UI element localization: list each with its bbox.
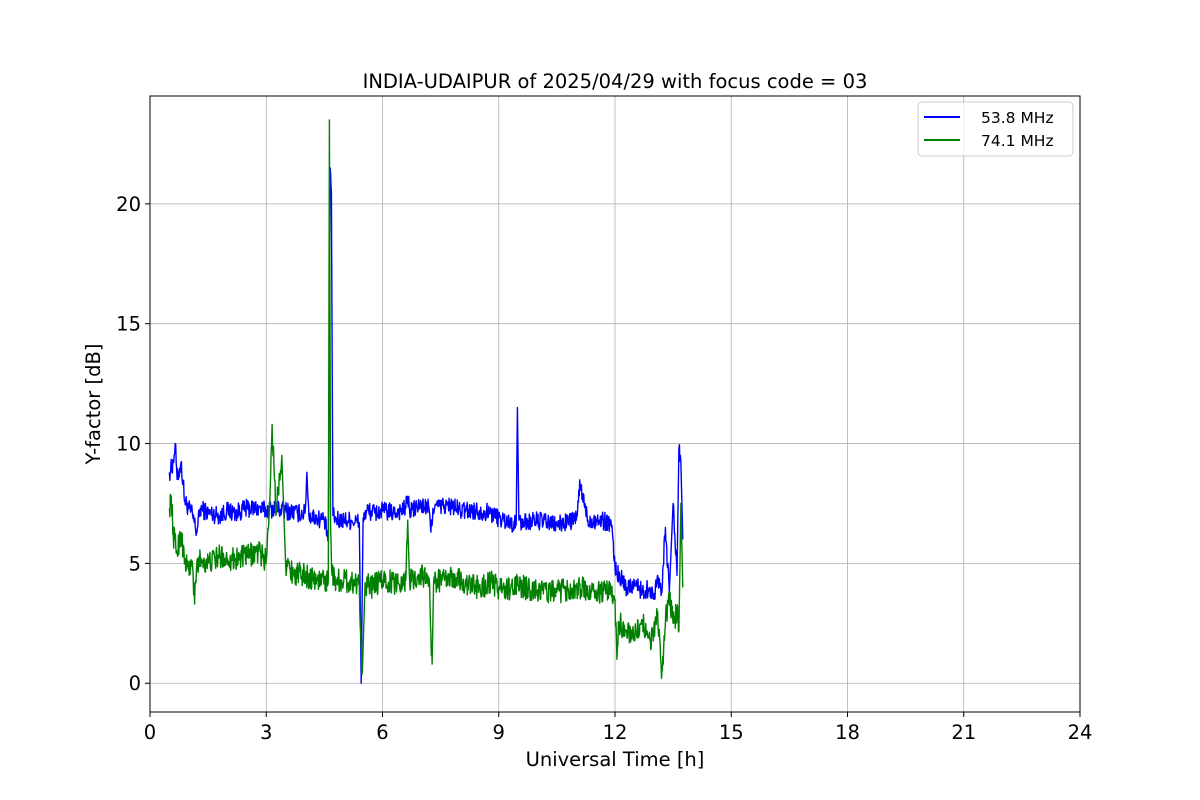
legend: 53.8 MHz 74.1 MHz bbox=[917, 101, 1074, 157]
series-line-53-8-mhz bbox=[168, 167, 684, 684]
legend-label-74-1-mhz: 74.1 MHz bbox=[981, 132, 1054, 150]
y-tick-label-0: 0 bbox=[129, 672, 141, 695]
x-tick-label-21: 21 bbox=[951, 721, 976, 744]
legend-box bbox=[917, 101, 1074, 157]
series-line-74-1-mhz bbox=[168, 119, 684, 680]
chart-title: INDIA-UDAIPUR of 2025/04/29 with focus c… bbox=[363, 70, 868, 93]
y-tick-label-20: 20 bbox=[116, 193, 141, 216]
y-tick-label-15: 15 bbox=[116, 313, 141, 336]
x-tick-label-3: 3 bbox=[260, 721, 272, 744]
x-tick-label-18: 18 bbox=[835, 721, 860, 744]
y-tick-label-10: 10 bbox=[116, 433, 141, 456]
legend-label-53-8-mhz: 53.8 MHz bbox=[981, 109, 1054, 127]
x-tick-label-15: 15 bbox=[719, 721, 744, 744]
x-tick-label-6: 6 bbox=[376, 721, 388, 744]
x-tick-label-12: 12 bbox=[603, 721, 628, 744]
y-tick-label-5: 5 bbox=[129, 552, 141, 575]
x-axis-label: Universal Time [h] bbox=[526, 748, 705, 771]
axis-ticks: 0 3 6 9 12 15 18 21 24 0 5 10 15 20 bbox=[116, 193, 1092, 744]
x-tick-label-0: 0 bbox=[144, 721, 156, 744]
x-tick-label-24: 24 bbox=[1068, 721, 1093, 744]
y-axis-label: Y-factor [dB] bbox=[82, 344, 105, 466]
series-lines bbox=[168, 119, 684, 684]
x-tick-label-9: 9 bbox=[493, 721, 505, 744]
